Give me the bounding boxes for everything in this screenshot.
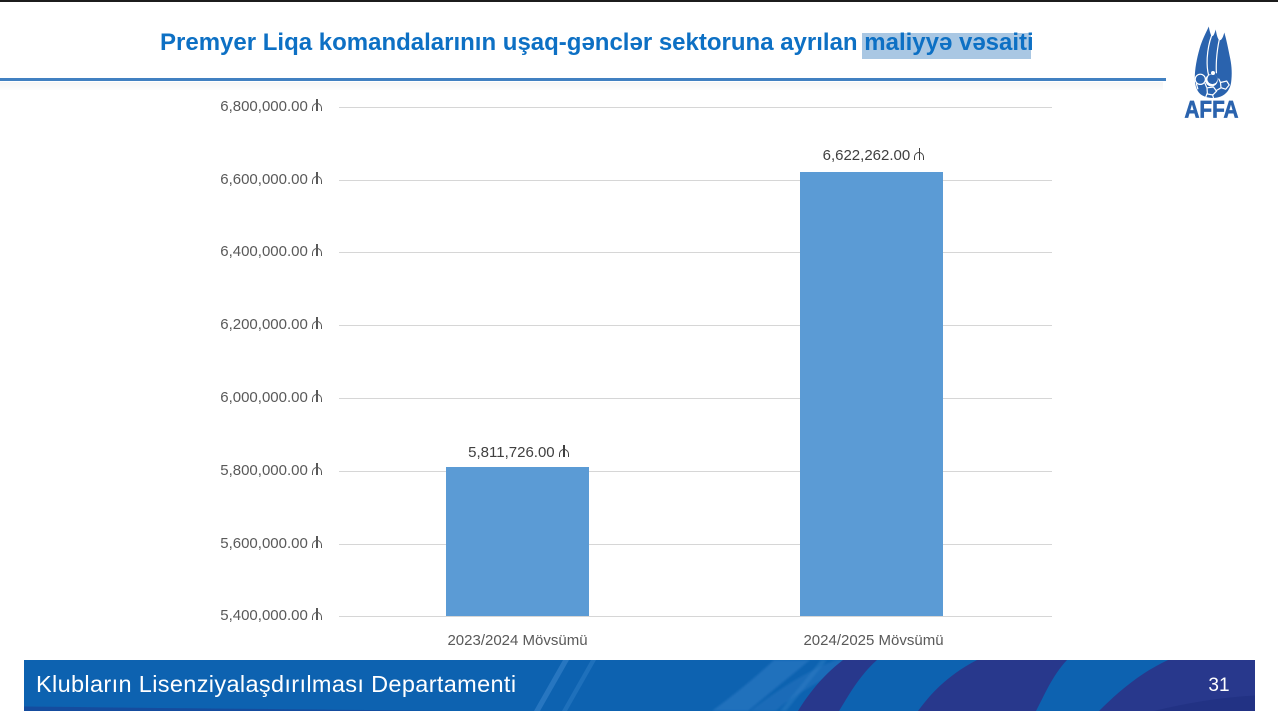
svg-text:AFFA: AFFA <box>1185 97 1239 123</box>
